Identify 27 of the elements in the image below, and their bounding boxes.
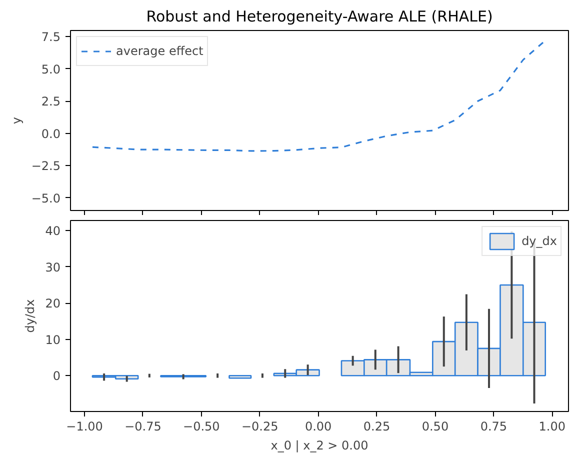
y-axis-title: dy/dx [23,299,38,333]
y-tick-label: 10 [45,332,61,347]
y-tick-label: 0 [52,369,61,384]
x-tick-label: 1.00 [538,420,566,434]
x-tick-label: −1.00 [66,420,103,434]
x-tick-label: 0.00 [304,420,332,434]
x-tick-label: −0.75 [124,420,162,434]
x-tick-label: −0.50 [183,420,220,434]
y-tick-label: 0.0 [41,126,61,141]
y-tick-label: 7.5 [41,30,61,44]
x-tick-label: 0.25 [363,420,390,434]
x-tick-label: 0.75 [480,420,508,434]
x-tick-label: 0.50 [422,420,449,434]
y-axis-title: y [9,116,24,124]
x-tick-label: −0.25 [241,420,278,434]
legend-label: average effect [116,44,204,58]
legend-label: dy_dx [522,234,557,248]
y-tick-label: 5.0 [41,62,61,76]
y-tick-label: 40 [45,224,61,238]
line-series [92,40,546,152]
y-tick-label: −2.5 [31,159,60,174]
y-tick-label: 30 [45,260,61,274]
x-axis-title: x_0 | x_2 > 0.00 [270,438,368,452]
y-tick-label: 2.5 [41,94,61,109]
chart-title: Robust and Heterogeneity-Aware ALE (RHALE) [146,8,493,26]
y-tick-label: 20 [45,296,61,311]
y-tick-label: −5.0 [31,191,60,206]
